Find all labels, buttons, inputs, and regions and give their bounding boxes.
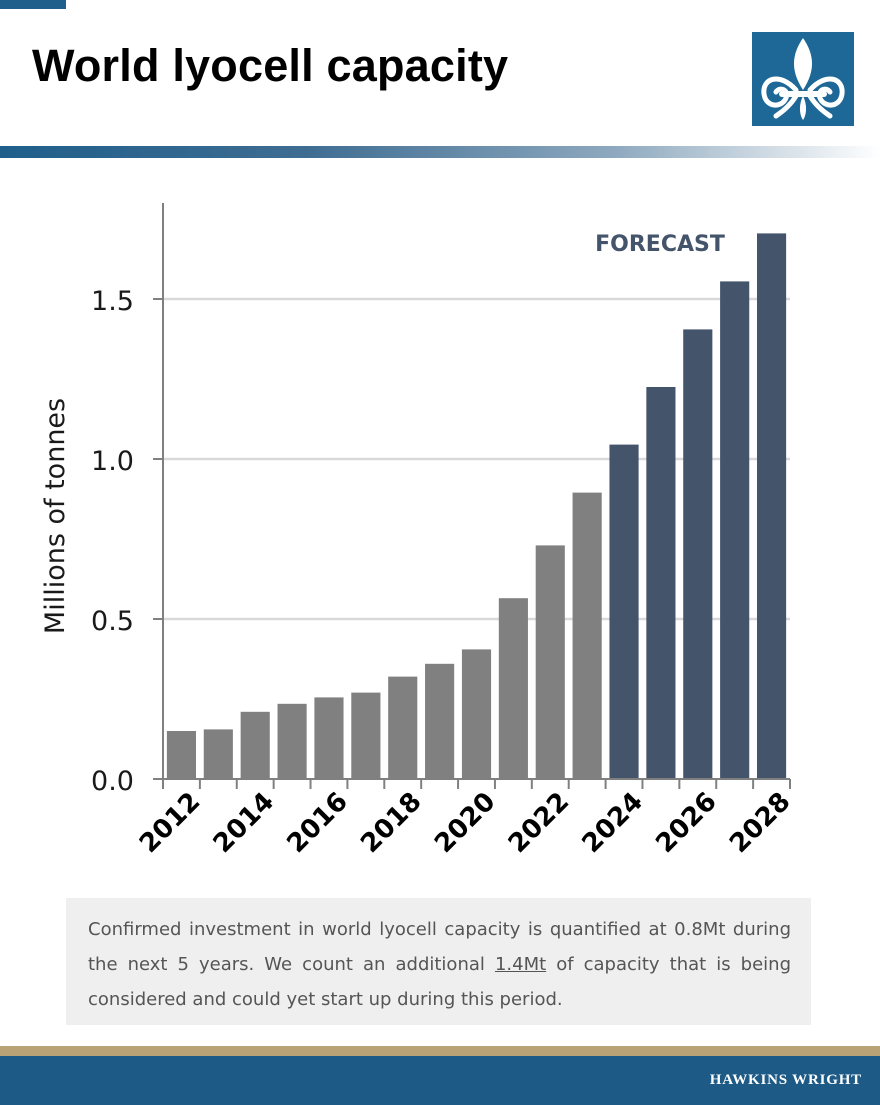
x-tick-label: 2028 <box>724 787 796 859</box>
fleur-de-lis-icon <box>761 38 845 120</box>
axis-labels: 0.0 0.5 1.0 1.5 2012 2014 2016 2018 2020 2022 2024… <box>40 232 797 859</box>
x-tick-label: 2016 <box>282 787 354 859</box>
bar-2024 <box>609 444 639 779</box>
bar-2025 <box>646 387 676 779</box>
bar-2012 <box>166 731 197 779</box>
bar-2020 <box>461 649 492 779</box>
x-tick-label: 2014 <box>208 787 280 859</box>
bar-2013 <box>203 729 233 779</box>
bar-2015 <box>277 703 307 779</box>
x-tick-label: 2018 <box>355 787 427 859</box>
x-tick-label: 2022 <box>503 787 575 859</box>
axes <box>153 203 791 789</box>
y-tick-label: 1.5 <box>91 286 134 317</box>
note-text-after: of capacity that is being considered and… <box>88 954 791 1010</box>
footer-bar: HAWKINS WRIGHT <box>0 1056 880 1105</box>
x-tick-label: 2020 <box>429 787 501 859</box>
y-tick-label: 0.0 <box>91 766 134 797</box>
page-title: World lyocell capacity <box>32 40 509 91</box>
bar-2023 <box>572 492 602 779</box>
brand-name: HAWKINS WRIGHT <box>709 1072 862 1088</box>
bars <box>166 233 787 779</box>
bar-2014 <box>240 711 270 779</box>
bar-2022 <box>535 545 565 779</box>
capacity-bar-chart: 0.0 0.5 1.0 1.5 2012 2014 2016 2018 2020 2022 2024… <box>40 203 797 859</box>
bar-2028 <box>756 233 787 779</box>
y-tick-label: 0.5 <box>91 606 134 637</box>
bar-2016 <box>314 697 344 779</box>
bar-2017 <box>351 692 381 779</box>
note-text-before: Confirmed investment in world lyocell ca… <box>88 919 791 975</box>
header-gradient-rule <box>0 146 880 158</box>
bar-2027 <box>720 281 750 779</box>
x-tick-label: 2024 <box>577 787 649 859</box>
summary-note: Confirmed investment in world lyocell ca… <box>66 898 811 1025</box>
y-tick-label: 1.0 <box>91 446 134 477</box>
x-tick-label: 2012 <box>134 787 206 859</box>
forecast-annotation: FORECAST <box>595 232 725 257</box>
footer-gold-stripe <box>0 1046 880 1056</box>
top-accent-tab <box>0 0 66 9</box>
y-axis-title: Millions of tonnes <box>40 398 71 634</box>
bar-2026 <box>683 329 713 779</box>
bar-2018 <box>388 676 418 779</box>
note-highlight: 1.4Mt <box>494 954 547 975</box>
x-tick-label: 2026 <box>650 787 722 859</box>
fleur-de-lis-logo <box>752 32 854 126</box>
bar-2019 <box>425 663 455 779</box>
bar-2021 <box>498 598 528 779</box>
